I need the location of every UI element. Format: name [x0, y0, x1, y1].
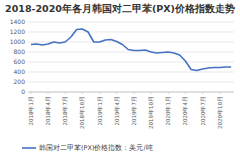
x-tick — [133, 92, 134, 94]
y-tick-label: 1200 — [10, 28, 25, 35]
x-tick — [30, 92, 31, 94]
x-tick — [185, 92, 186, 94]
x-tick-label: 2020年10月 — [217, 96, 223, 129]
x-tick-label: 2020年1月 — [165, 96, 171, 126]
x-tick — [168, 92, 169, 94]
legend-swatch — [22, 147, 36, 149]
y-tick-label: 800 — [14, 48, 26, 55]
y-tick-label: 400 — [14, 68, 26, 75]
grid-line — [28, 72, 234, 73]
legend-label: 韩国对二甲苯(PX)价格指数：美元/吨 — [39, 144, 153, 152]
line — [31, 29, 231, 71]
x-tick — [82, 92, 83, 94]
y-tick-label: 200 — [14, 78, 26, 85]
grid-line — [28, 22, 234, 23]
x-tick-label: 2020年7月 — [200, 96, 206, 126]
x-tick — [116, 92, 117, 94]
x-tick — [151, 92, 152, 94]
grid-line — [28, 92, 234, 93]
grid-line — [28, 32, 234, 33]
x-tick-label: 2018年4月 — [45, 96, 51, 126]
x-tick-label: 2019年4月 — [114, 96, 120, 126]
x-tick — [48, 92, 49, 94]
grid-line — [28, 82, 234, 83]
x-tick-label: 2018年7月 — [62, 96, 68, 126]
y-tick-label: 1000 — [10, 38, 25, 45]
grid-line — [28, 62, 234, 63]
x-tick — [65, 92, 66, 94]
y-tick-label: 1400 — [10, 18, 25, 25]
x-tick-label: 2019年10月 — [148, 96, 154, 129]
x-tick-label: 2019年1月 — [97, 96, 103, 126]
x-tick-label: 2018年10月 — [79, 96, 85, 129]
x-tick-label: 2019年7月 — [131, 96, 137, 126]
title: 2018-2020年各月韩国对二甲苯(PX)价格指数走势 — [5, 3, 235, 14]
x-tick — [202, 92, 203, 94]
x-axis — [28, 92, 234, 93]
y-tick-label: 0 — [21, 88, 25, 95]
chart: 2018-2020年各月韩国对二甲苯(PX)价格指数走势 0 200 400 600 80… — [0, 0, 240, 160]
x-tick — [219, 92, 220, 94]
plot-area — [31, 29, 231, 71]
x-tick-label: 2020年4月 — [182, 96, 188, 126]
y-tick-label: 600 — [14, 58, 26, 65]
x-tick — [99, 92, 100, 94]
x-tick-label: 2018年1月 — [28, 96, 34, 126]
grid-line — [28, 52, 234, 53]
